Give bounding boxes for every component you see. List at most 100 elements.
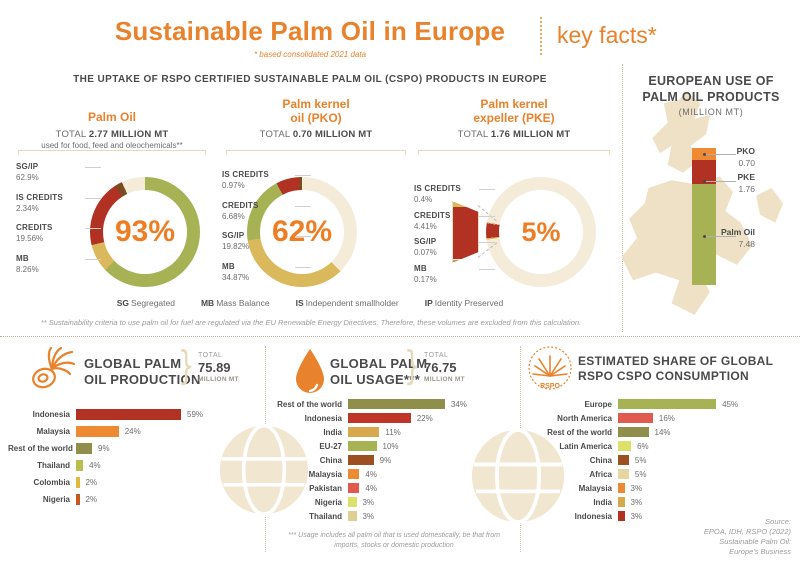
bar xyxy=(348,427,380,437)
bar-value-label: 11% xyxy=(385,427,401,437)
leader-line xyxy=(706,154,736,155)
bar xyxy=(76,477,80,488)
title-footnote: * based consolidated 2021 data xyxy=(253,50,367,59)
bar-row: Rest of the world 9% xyxy=(8,443,260,454)
bar-category-label: Colombia xyxy=(33,478,70,487)
bar-category-label: Pakistan xyxy=(309,483,342,493)
bar-category-label: India xyxy=(593,497,612,507)
bar-value-label: 10% xyxy=(382,441,399,451)
header-divider xyxy=(540,17,542,55)
bar-value-label: 14% xyxy=(654,427,671,437)
donut-segment-label: MB 0.17% xyxy=(414,264,495,284)
bar-row: Colombia 2% xyxy=(8,477,260,488)
palm-fruit-icon xyxy=(32,347,76,389)
usage-footnote: *** Usage includes all palm oil that is … xyxy=(288,532,500,549)
donut-hole xyxy=(103,190,187,274)
bar-row: Thailand 3% xyxy=(268,511,516,521)
bar-row: Malaysia 24% xyxy=(8,426,260,437)
brace-glyph: } xyxy=(178,344,195,390)
legend-item: MB Mass Balance xyxy=(200,298,270,308)
europe-map-graphic xyxy=(621,91,784,315)
bar-row: China 9% xyxy=(268,455,516,465)
bar xyxy=(618,511,625,521)
key-facts-label: key facts* xyxy=(557,22,657,48)
donut-segment-label: SG/IP 0.07% xyxy=(414,237,495,257)
marker-dot xyxy=(703,180,706,183)
bar-value-label: 3% xyxy=(630,511,643,521)
bar xyxy=(618,399,717,409)
bar-category-label: Nigeria xyxy=(42,495,70,504)
pko-donut-chart: 62% xyxy=(247,177,357,287)
bracket-line xyxy=(226,150,406,156)
chart-total: TOTAL 2.77 MILLION MT xyxy=(55,129,169,140)
bar-category-label: India xyxy=(323,427,342,437)
donut-hole xyxy=(499,190,583,274)
bar-value-label: 59% xyxy=(187,410,204,419)
bar-category-label: Indonesia xyxy=(574,511,612,521)
stacked-bar-label: Palm Oil 7.48 xyxy=(720,227,755,249)
panel-title: ESTIMATED SHARE OF GLOBAL RSPO CSPO CONSU… xyxy=(578,354,774,383)
bar-row: Rest of the world 14% xyxy=(520,427,796,437)
pke-donut-panel: Palm kernel expeller (PKE) TOTAL 1.76 MIL… xyxy=(414,97,614,298)
bar-category-label: Latin America xyxy=(559,441,612,451)
bar-value-label: 16% xyxy=(658,413,675,423)
bar xyxy=(76,426,119,437)
bar xyxy=(618,497,625,507)
donut-segment-label: CREDITS 4.41% xyxy=(414,211,495,231)
bar-value-label: 5% xyxy=(634,469,647,479)
bar-category-label: Thailand xyxy=(37,461,70,470)
donut-segment-label: IS CREDITS 2.34% xyxy=(16,193,101,213)
stacked-bar-label: PKE 1.76 xyxy=(737,172,755,194)
donut-hole xyxy=(260,190,344,274)
bar xyxy=(348,483,360,493)
bar-row: Latin America 6% xyxy=(520,441,796,451)
bar-category-label: Indonesia xyxy=(32,410,70,419)
bar-category-label: Rest of the world xyxy=(8,444,73,453)
bar-value-label: 3% xyxy=(362,511,375,521)
legend-item: IS Independent smallholder xyxy=(295,298,399,308)
horizontal-divider xyxy=(0,336,800,337)
bar-value-label: 6% xyxy=(637,441,649,451)
usage-bar-chart: Rest of the world 34% Indonesia 22% India 11%… xyxy=(268,399,516,525)
bar xyxy=(348,455,374,465)
bar-row: Malaysia 3% xyxy=(520,483,796,493)
bar xyxy=(76,494,80,505)
production-bar-chart: Indonesia 59% Malaysia 24% Rest of the world… xyxy=(8,409,260,511)
stacked-bar-label: PKO 0.70 xyxy=(736,146,755,168)
bar-category-label: China xyxy=(319,455,342,465)
bar-row: Nigeria 2% xyxy=(8,494,260,505)
bar-row: Thailand 4% xyxy=(8,460,260,471)
panel-total: TOTAL 76.75 MILLION MT xyxy=(424,352,465,383)
bar xyxy=(76,443,93,454)
bar xyxy=(618,441,632,451)
panel-title: GLOBAL PALM OIL USAGE*** xyxy=(330,356,428,388)
palm-oil-donut-chart: 93% xyxy=(90,177,200,287)
donut-center-value: 62% xyxy=(271,215,333,248)
bar-category-label: Rest of the world xyxy=(277,399,342,409)
panel-title: GLOBAL PALM OIL PRODUCTION xyxy=(84,356,201,388)
chart-title: Palm kernel oil (PKO) xyxy=(282,97,350,125)
donut-segment-label: SG/IP 19.82% xyxy=(222,231,311,251)
bar-category-label: Thailand xyxy=(309,511,342,521)
palm-oil-donut-panel: Palm Oil TOTAL 2.77 MILLION MT used for … xyxy=(14,98,210,298)
donut-labels: SG/IP 62.9% IS CREDITS 2.34% CREDITS 19.56% MB… xyxy=(16,162,101,274)
donut-center-value: 5% xyxy=(521,216,561,247)
donut-segment-label: IS CREDITS 0.97% xyxy=(222,170,311,190)
leader-line xyxy=(706,181,736,182)
bar-row: Indonesia 59% xyxy=(8,409,260,420)
bar-value-label: 9% xyxy=(379,455,392,465)
bar-category-label: Nigeria xyxy=(314,497,342,507)
leader-line xyxy=(706,236,736,237)
bar-value-label: 3% xyxy=(630,497,643,507)
bar-value-label: 9% xyxy=(98,444,110,453)
bar-row: Nigeria 3% xyxy=(268,497,516,507)
bar xyxy=(348,441,377,451)
vertical-divider xyxy=(622,64,623,332)
bar-row: Indonesia 22% xyxy=(268,413,516,423)
chart-total: TOTAL 1.76 MILLION MT xyxy=(457,129,571,140)
sidebar-title: EUROPEAN USE OF PALM OIL PRODUCTS xyxy=(642,74,780,104)
bar-value-label: 3% xyxy=(362,497,375,507)
donut-center-value: 93% xyxy=(114,215,176,248)
bar xyxy=(76,409,182,420)
bar-value-label: 24% xyxy=(124,427,141,436)
